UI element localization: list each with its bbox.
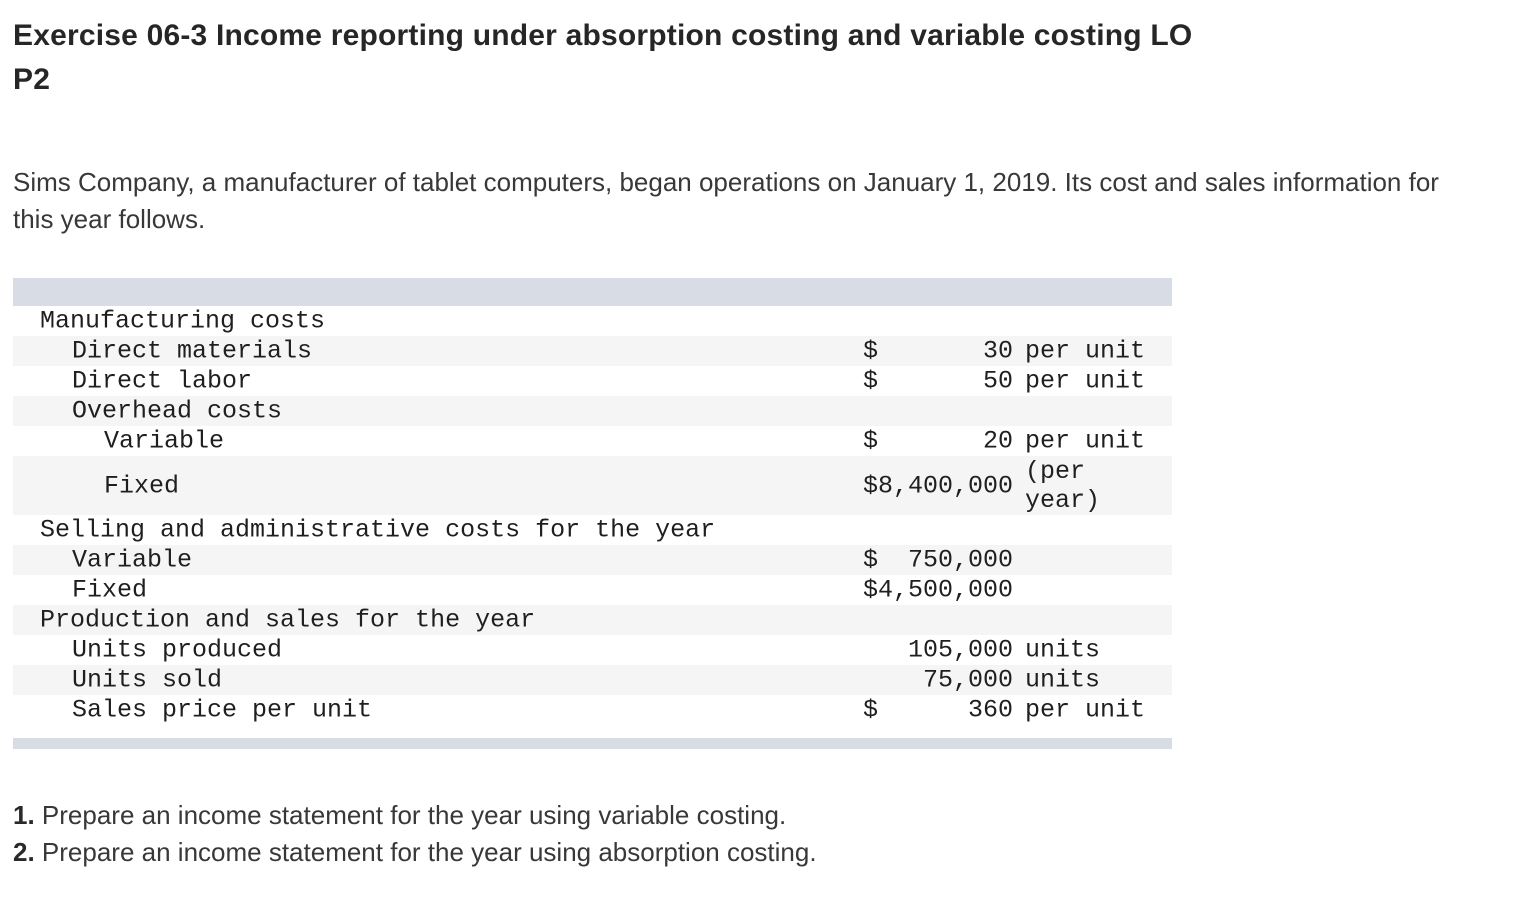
row-value: $4,500,000 [863, 575, 1014, 605]
row-label: Selling and administrative costs for the… [40, 515, 716, 545]
table-row: Production and sales for the year [13, 605, 1172, 635]
exercise-title-line2: P2 [13, 63, 51, 96]
intro-paragraph: Sims Company, a manufacturer of tablet c… [13, 167, 1439, 234]
row-value: 75,000 [863, 665, 1014, 695]
row-label: Units sold [72, 665, 223, 695]
cost-table: Manufacturing costs Direct materials $ 30 p… [13, 278, 1172, 749]
instruction-item-2: 2. Prepare an income statement for the y… [13, 834, 1521, 871]
table-row: Direct materials $ 30 per unit [13, 336, 1172, 366]
row-label: Fixed [72, 575, 148, 605]
table-rows: Manufacturing costs Direct materials $ 30 p… [13, 306, 1172, 725]
table-footer-band [13, 738, 1172, 749]
row-label: Manufacturing costs [40, 306, 326, 336]
row-unit: units [1025, 635, 1101, 665]
row-label: Units produced [72, 635, 283, 665]
row-label: Overhead costs [72, 396, 283, 426]
row-unit: per unit [1025, 426, 1146, 456]
exercise-page: Exercise 06-3 Income reporting under abs… [13, 14, 1521, 871]
table-row: Manufacturing costs [13, 306, 1172, 336]
row-label: Direct materials [72, 336, 313, 366]
row-value: $ 50 [863, 366, 1014, 396]
instruction-number: 2. [13, 837, 35, 867]
table-row: Direct labor $ 50 per unit [13, 366, 1172, 396]
row-value: $ 750,000 [863, 545, 1014, 575]
row-unit: per unit [1025, 336, 1146, 366]
row-label: Direct labor [72, 366, 253, 396]
table-row: Fixed $4,500,000 [13, 575, 1172, 605]
instruction-item-1: 1. Prepare an income statement for the y… [13, 797, 1521, 834]
row-label: Variable [104, 426, 225, 456]
table-row: Units produced 105,000 units [13, 635, 1172, 665]
table-row: Fixed $8,400,000 (per year) [13, 456, 1172, 515]
row-value: $ 360 [863, 695, 1014, 725]
row-unit: units [1025, 665, 1101, 695]
exercise-title: Exercise 06-3 Income reporting under abs… [13, 14, 1521, 102]
row-unit: per unit [1025, 695, 1146, 725]
instruction-text: Prepare an income statement for the year… [41, 800, 787, 830]
row-label: Variable [72, 545, 193, 575]
table-row: Units sold 75,000 units [13, 665, 1172, 695]
table-row: Variable $ 20 per unit [13, 426, 1172, 456]
row-label: Production and sales for the year [40, 605, 536, 635]
row-value: $8,400,000 [863, 471, 1014, 500]
row-label: Fixed [104, 471, 180, 500]
table-row: Overhead costs [13, 396, 1172, 426]
row-unit: per unit [1025, 366, 1146, 396]
table-header-band [13, 278, 1172, 306]
table-row: Sales price per unit $ 360 per unit [13, 695, 1172, 725]
row-label: Sales price per unit [72, 695, 373, 725]
row-value: 105,000 [863, 635, 1014, 665]
table-row: Selling and administrative costs for the… [13, 515, 1172, 545]
instructions: 1. Prepare an income statement for the y… [13, 797, 1521, 871]
exercise-title-line1: Exercise 06-3 Income reporting under abs… [13, 19, 1193, 52]
row-value: $ 20 [863, 426, 1014, 456]
row-value: $ 30 [863, 336, 1014, 366]
row-unit: (per year) [1025, 456, 1101, 515]
instruction-text: Prepare an income statement for the year… [41, 837, 817, 867]
instruction-number: 1. [13, 800, 35, 830]
table-row: Variable $ 750,000 [13, 545, 1172, 575]
